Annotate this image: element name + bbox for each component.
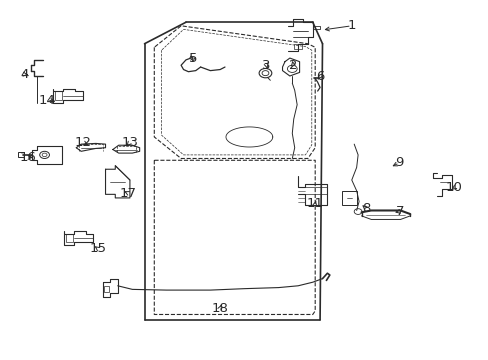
Bar [294,44,302,49]
Text: 11: 11 [306,197,323,210]
Text: 10: 10 [445,181,462,194]
Bar [341,191,356,205]
Text: 16: 16 [19,151,36,164]
Text: 18: 18 [211,302,228,315]
Text: 3: 3 [262,59,270,72]
Text: 12: 12 [74,136,91,149]
Text: 17: 17 [120,187,137,200]
Text: 7: 7 [395,205,404,218]
Text: 1: 1 [347,19,355,32]
Text: 8: 8 [362,202,370,215]
Text: 2: 2 [288,59,297,72]
Text: 6: 6 [315,69,324,82]
Text: 14: 14 [39,94,55,107]
Bar [55,91,62,100]
Text: 4: 4 [20,68,28,81]
Text: 9: 9 [395,156,403,169]
Bar [104,286,109,292]
Text: 13: 13 [121,136,138,149]
Text: 5: 5 [189,51,197,64]
Text: 15: 15 [89,242,106,255]
Bar [65,234,73,242]
Bar [18,152,23,157]
